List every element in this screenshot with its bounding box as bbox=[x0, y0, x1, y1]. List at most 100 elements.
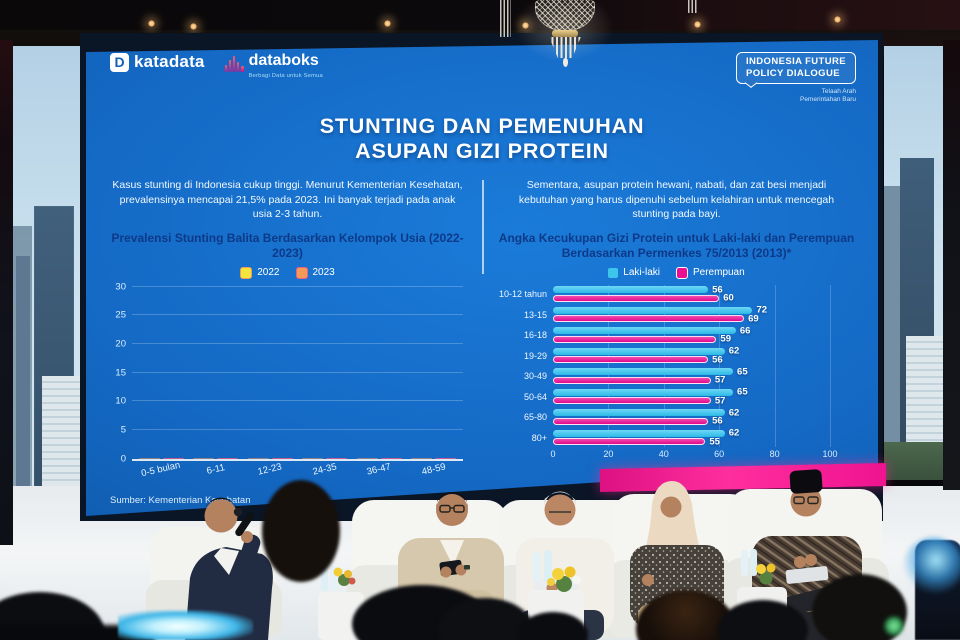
protein-chart: Sementara, asupan protein hewani, nabati… bbox=[495, 178, 858, 505]
chart-row: 19-29 62 56 bbox=[495, 345, 858, 366]
y-tick-label: 5 bbox=[120, 424, 126, 436]
legend-marker bbox=[675, 266, 688, 279]
building bbox=[884, 186, 900, 480]
bar-Perempuan bbox=[553, 376, 711, 384]
gridline bbox=[132, 285, 463, 287]
value-label: 55 bbox=[709, 436, 720, 448]
bar-2022 bbox=[356, 457, 378, 459]
bar-Laki-laki bbox=[553, 327, 736, 335]
databoks-logo: databoks Berbagi Data untuk Semua bbox=[224, 52, 323, 79]
bar-line: 72 bbox=[553, 304, 830, 316]
stunting-chart-legend: 2022 2023 bbox=[106, 266, 469, 279]
chart-row: 50-64 65 57 bbox=[495, 387, 858, 407]
bar-Laki-laki bbox=[553, 306, 753, 314]
value-label: 66 bbox=[739, 325, 751, 337]
legend-item-Laki-laki: Laki-laki bbox=[608, 267, 660, 278]
bar-group: 24-35 bbox=[302, 457, 348, 477]
bar-Laki-laki bbox=[553, 368, 734, 376]
hand bbox=[241, 531, 253, 543]
ceiling-light-icon bbox=[148, 20, 155, 27]
bar-Perempuan bbox=[553, 335, 717, 343]
row-track: 65 57 bbox=[553, 366, 830, 386]
row-track: 65 57 bbox=[553, 387, 830, 406]
bar-line: 55 bbox=[553, 436, 830, 448]
bar-line: 65 bbox=[553, 386, 830, 398]
bar-line: 65 bbox=[553, 366, 830, 378]
bar-line: 57 bbox=[553, 374, 830, 386]
gridline bbox=[719, 284, 721, 447]
monitor-glow-icon bbox=[903, 537, 960, 595]
chart-row: 65-80 62 56 bbox=[495, 407, 858, 427]
bar-line: 69 bbox=[553, 313, 830, 324]
bar-group: 36-47 bbox=[356, 457, 402, 477]
column-divider bbox=[482, 180, 484, 275]
row-label: 19-29 bbox=[523, 350, 547, 361]
bar-Perempuan bbox=[553, 315, 745, 323]
water-bottle-icon bbox=[321, 568, 328, 591]
katadata-wordmark: katadata bbox=[134, 52, 205, 71]
audience-head bbox=[718, 600, 808, 640]
glasses-icon bbox=[793, 496, 819, 505]
slide-title: STUNTING DAN PEMENUHAN ASUPAN GIZI PROTE… bbox=[106, 114, 858, 165]
crystal-strand-icon bbox=[688, 0, 698, 13]
protein-chart-axis: 0 20 40 60 80 100 bbox=[550, 448, 837, 461]
legend-label: Perempuan bbox=[692, 267, 745, 279]
bar-line: 62 bbox=[553, 407, 830, 418]
protein-chart-grid bbox=[553, 284, 831, 447]
presentation-screen: D katadata databoks Berbagi Data untuk S… bbox=[86, 40, 878, 516]
chart-row: 10-12 tahun 56 60 bbox=[495, 284, 858, 304]
bar-line: 57 bbox=[553, 395, 830, 406]
trees bbox=[884, 442, 944, 480]
row-label: 80+ bbox=[531, 432, 547, 443]
protein-chart-rows: 10-12 tahun 56 60 13-15 72 69 16-18 66 59 19-29 62… bbox=[495, 284, 858, 448]
x-tick-label: 40 bbox=[658, 448, 669, 459]
katadata-d-icon: D bbox=[110, 52, 129, 72]
value-label: 57 bbox=[714, 374, 726, 386]
bar-Laki-laki bbox=[553, 429, 725, 437]
event-badge-box: INDONESIA FUTURE POLICY DIALOGUE bbox=[736, 52, 856, 88]
audience-head bbox=[262, 480, 340, 582]
bar-2023 bbox=[162, 457, 184, 459]
bar-2023 bbox=[380, 457, 402, 459]
gridline bbox=[774, 284, 776, 447]
bar-line: 62 bbox=[553, 345, 830, 357]
badge-line1: INDONESIA FUTURE bbox=[746, 56, 846, 67]
slide-title-line2: ASUPAN GIZI PROTEIN bbox=[355, 138, 609, 163]
y-tick-label: 20 bbox=[115, 338, 126, 350]
water-bottle-icon bbox=[741, 550, 748, 576]
value-label: 59 bbox=[720, 333, 731, 345]
row-label: 65-80 bbox=[523, 412, 547, 423]
hand bbox=[642, 574, 654, 586]
bar-line: 59 bbox=[553, 333, 830, 345]
bar-line: 66 bbox=[553, 325, 830, 337]
bar-Perempuan bbox=[553, 356, 709, 364]
bar-group: 48-59 bbox=[411, 457, 457, 477]
side-table bbox=[318, 566, 364, 640]
source-note: Sumber: Kementerian Kesehatan bbox=[110, 494, 251, 506]
bar-2022 bbox=[138, 457, 160, 459]
bar-group: 6-11 bbox=[193, 457, 239, 477]
y-tick-label: 25 bbox=[115, 309, 126, 321]
bar-line: 56 bbox=[553, 284, 830, 295]
legend-marker bbox=[240, 266, 253, 279]
bar-2023 bbox=[217, 457, 239, 459]
flower-bouquet-icon bbox=[333, 567, 356, 586]
row-track: 66 59 bbox=[553, 325, 830, 345]
bar-Perempuan bbox=[553, 294, 720, 302]
bar-2022 bbox=[302, 457, 324, 459]
value-label: 72 bbox=[756, 304, 768, 316]
protein-chart-area: 10-12 tahun 56 60 13-15 72 69 16-18 66 59 19-29 62… bbox=[495, 284, 858, 461]
row-label: 50-64 bbox=[523, 391, 547, 402]
bar-line: 56 bbox=[553, 354, 830, 365]
x-tick-label: 20 bbox=[603, 448, 614, 459]
gridline bbox=[132, 371, 463, 373]
databoks-bars-icon bbox=[224, 52, 244, 72]
row-label: 13-15 bbox=[523, 309, 547, 320]
projector-light-icon bbox=[118, 610, 253, 640]
value-label: 65 bbox=[737, 366, 748, 378]
value-label: 65 bbox=[737, 386, 748, 398]
tablet bbox=[785, 566, 829, 584]
value-label: 62 bbox=[728, 345, 740, 357]
